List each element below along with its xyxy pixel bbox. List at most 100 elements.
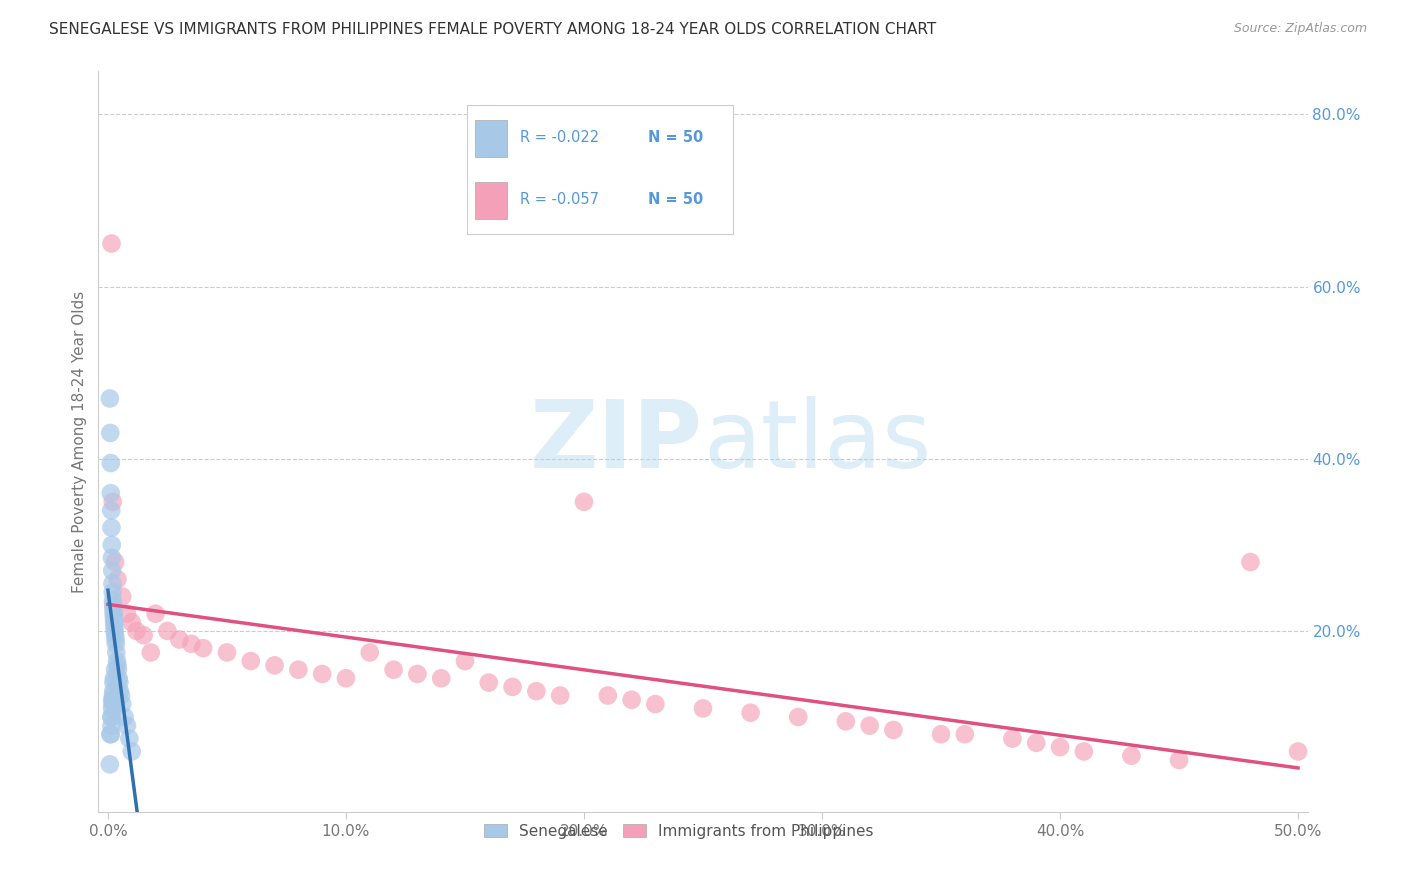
Point	[105, 645, 128, 659]
Point	[103, 611, 125, 625]
Point	[1286, 744, 1309, 758]
Point	[104, 632, 127, 647]
Point	[1025, 736, 1047, 750]
Point	[103, 675, 125, 690]
Point	[1073, 744, 1095, 758]
Text: atlas: atlas	[703, 395, 931, 488]
Point	[524, 684, 547, 698]
Point	[1049, 740, 1071, 755]
Point	[835, 714, 858, 729]
Point	[100, 456, 122, 470]
Point	[104, 663, 127, 677]
Point	[478, 675, 501, 690]
Point	[125, 624, 148, 638]
Text: ZIP: ZIP	[530, 395, 703, 488]
Point	[100, 538, 122, 552]
Point	[156, 624, 179, 638]
Point	[382, 663, 405, 677]
Point	[145, 607, 167, 621]
Point	[100, 521, 122, 535]
Point	[180, 637, 202, 651]
Point	[100, 503, 122, 517]
Point	[100, 727, 122, 741]
Point	[100, 718, 122, 732]
Point	[101, 684, 124, 698]
Point	[121, 615, 143, 630]
Point	[787, 710, 810, 724]
Point	[115, 718, 138, 732]
Point	[100, 236, 122, 251]
Point	[104, 628, 127, 642]
Point	[104, 637, 127, 651]
Point	[103, 607, 125, 621]
Point	[620, 693, 643, 707]
Point	[114, 710, 136, 724]
Legend: Senegalese, Immigrants from Philippines: Senegalese, Immigrants from Philippines	[478, 817, 880, 845]
Point	[139, 645, 162, 659]
Text: SENEGALESE VS IMMIGRANTS FROM PHILIPPINES FEMALE POVERTY AMONG 18-24 YEAR OLDS C: SENEGALESE VS IMMIGRANTS FROM PHILIPPINE…	[49, 22, 936, 37]
Point	[101, 598, 124, 612]
Point	[859, 718, 882, 732]
Point	[359, 645, 381, 659]
Point	[98, 425, 121, 440]
Point	[104, 555, 127, 569]
Point	[101, 701, 124, 715]
Point	[406, 667, 429, 681]
Point	[107, 663, 129, 677]
Point	[108, 684, 131, 698]
Point	[118, 731, 141, 746]
Point	[121, 744, 143, 758]
Point	[105, 654, 128, 668]
Point	[107, 572, 129, 586]
Y-axis label: Female Poverty Among 18-24 Year Olds: Female Poverty Among 18-24 Year Olds	[72, 291, 87, 592]
Point	[287, 663, 309, 677]
Point	[548, 689, 571, 703]
Point	[108, 675, 131, 690]
Point	[882, 723, 904, 737]
Point	[101, 693, 124, 707]
Point	[101, 697, 124, 711]
Point	[98, 757, 121, 772]
Point	[311, 667, 333, 681]
Point	[103, 615, 125, 630]
Point	[263, 658, 285, 673]
Point	[101, 689, 124, 703]
Point	[1239, 555, 1261, 569]
Point	[1168, 753, 1191, 767]
Point	[104, 624, 127, 638]
Point	[103, 671, 125, 685]
Point	[103, 619, 125, 633]
Point	[101, 585, 124, 599]
Point	[111, 697, 134, 711]
Point	[1121, 748, 1143, 763]
Point	[132, 628, 155, 642]
Point	[335, 671, 357, 685]
Point	[115, 607, 138, 621]
Point	[740, 706, 762, 720]
Point	[98, 392, 121, 406]
Point	[953, 727, 976, 741]
Point	[929, 727, 952, 741]
Point	[572, 495, 595, 509]
Point	[502, 680, 524, 694]
Point	[596, 689, 619, 703]
Point	[98, 727, 121, 741]
Point	[110, 689, 132, 703]
Point	[107, 671, 129, 685]
Point	[101, 495, 124, 509]
Point	[239, 654, 262, 668]
Point	[101, 564, 124, 578]
Point	[100, 710, 122, 724]
Point	[430, 671, 453, 685]
Point	[101, 693, 124, 707]
Point	[215, 645, 238, 659]
Point	[454, 654, 477, 668]
Point	[644, 697, 666, 711]
Point	[101, 550, 124, 565]
Point	[1001, 731, 1024, 746]
Point	[692, 701, 714, 715]
Point	[100, 710, 122, 724]
Point	[100, 486, 122, 500]
Point	[101, 594, 124, 608]
Text: Source: ZipAtlas.com: Source: ZipAtlas.com	[1233, 22, 1367, 36]
